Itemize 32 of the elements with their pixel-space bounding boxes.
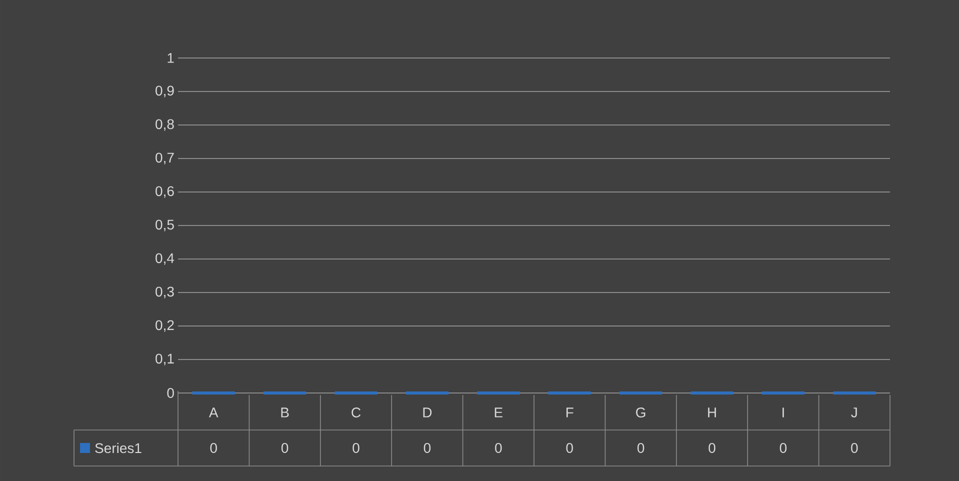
x-tick-label: H <box>708 408 716 418</box>
data-label: 0 <box>352 443 360 453</box>
x-tick-label: E <box>494 408 502 418</box>
x-tick-label: A <box>208 408 218 418</box>
data-label: 0 <box>708 443 716 453</box>
data-label: 0 <box>637 443 644 453</box>
data-label: 0 <box>851 443 858 453</box>
y-tick-label: 0,8 <box>156 119 174 131</box>
x-tick-label: B <box>281 408 289 418</box>
y-tick-label: 0,4 <box>156 253 174 265</box>
x-tick-label: I <box>782 408 784 418</box>
y-tick-label: 0,7 <box>156 152 174 164</box>
x-tick-label: C <box>352 408 361 418</box>
data-label: 0 <box>495 443 502 453</box>
x-tick-label: J <box>851 408 857 418</box>
y-tick-label: 0,1 <box>156 354 174 366</box>
y-tick-label: 1 <box>168 53 174 63</box>
legend-label: Series1 <box>95 442 142 454</box>
y-tick-label: 0,5 <box>156 220 174 232</box>
y-tick-label: 0,2 <box>156 320 174 332</box>
data-label: 0 <box>780 443 787 453</box>
y-tick-label: 0,9 <box>156 86 174 98</box>
y-tick-label: 0 <box>167 388 174 398</box>
data-label: 0 <box>210 443 217 453</box>
y-tick-label: 0,6 <box>156 186 174 198</box>
x-tick-label: D <box>423 408 432 418</box>
data-label: 0 <box>281 443 288 453</box>
x-tick-label: F <box>566 408 574 418</box>
x-tick-label: G <box>636 408 646 418</box>
data-label: 0 <box>566 443 573 453</box>
y-tick-label: 0,3 <box>156 286 174 298</box>
data-label: 0 <box>424 443 431 453</box>
